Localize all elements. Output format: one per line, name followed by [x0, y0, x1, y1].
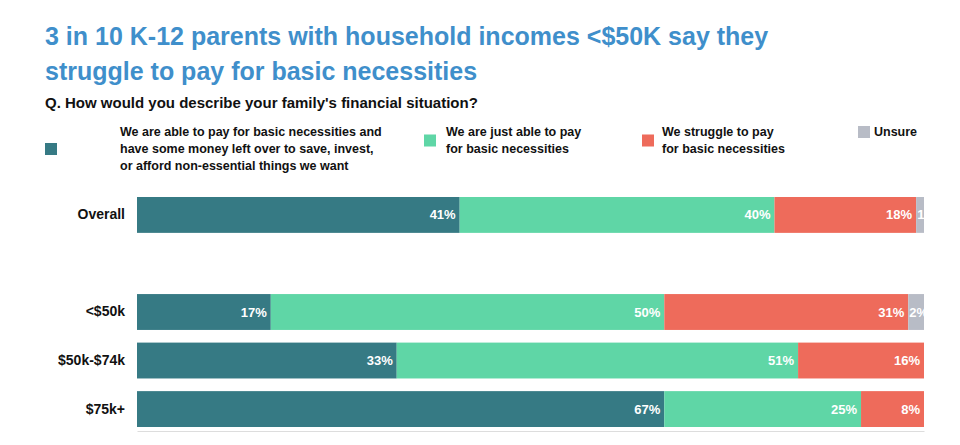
data-label: 25%	[831, 402, 857, 417]
data-label: 16%	[894, 353, 920, 368]
legend: We are able to pay for basic necessities…	[45, 125, 917, 173]
bar-segment	[137, 391, 664, 427]
bar-segment	[774, 197, 916, 233]
data-label: 50%	[634, 305, 660, 320]
y-tick-label: <$50k	[86, 303, 126, 319]
legend-label-line: We are just able to pay	[446, 125, 581, 139]
x-axis-line	[138, 431, 925, 432]
data-label: 17%	[241, 305, 267, 320]
title: 3 in 10 K-12 parents with household inco…	[45, 22, 768, 85]
data-label: 41%	[430, 207, 456, 222]
legend-swatch	[858, 126, 870, 138]
y-tick: Overall	[78, 206, 137, 222]
data-label: 1%	[917, 207, 936, 222]
bar-segment	[397, 343, 798, 379]
data-label: 31%	[878, 305, 904, 320]
legend-label: Unsure	[874, 125, 917, 139]
legend-swatch	[45, 143, 57, 155]
chart: 3 in 10 K-12 parents with household inco…	[0, 0, 960, 445]
legend-label-line: have some money left over to save, inves…	[120, 142, 374, 156]
data-label: 33%	[367, 353, 393, 368]
legend-label: We struggle to pay for basic necessities	[662, 125, 785, 156]
x-axis	[138, 431, 925, 433]
bar-segment	[460, 197, 775, 233]
data-label: 67%	[634, 402, 660, 417]
title-line: struggle to pay for basic necessities	[45, 57, 477, 85]
legend-label: We are just able to pay for basic necessi…	[446, 125, 581, 156]
y-tick-label: $75k+	[86, 401, 125, 417]
y-axis: Overall <$50k $50k-$74k $75k+	[58, 206, 137, 416]
bar-segment	[861, 391, 924, 427]
legend-label-line: or afford non-essential things we want	[120, 159, 349, 173]
legend-label: We are able to pay for basic necessities…	[120, 125, 382, 173]
data-label: 8%	[901, 402, 920, 417]
bar-segment	[137, 294, 271, 330]
bars	[137, 197, 924, 427]
title-line: 3 in 10 K-12 parents with household inco…	[45, 22, 768, 50]
y-tick-label: Overall	[78, 206, 125, 222]
bar-segment	[137, 343, 397, 379]
legend-swatch	[424, 135, 436, 147]
y-tick-label: $50k-$74k	[58, 352, 125, 368]
bar-segment	[664, 391, 861, 427]
bar-segment	[798, 343, 924, 379]
subtitle: Q. How would you describe your family's …	[45, 94, 478, 111]
bar-segment	[664, 294, 908, 330]
legend-label-line: for basic necessities	[662, 142, 785, 156]
y-tick: <$50k	[86, 303, 137, 319]
data-label: 2%	[909, 305, 928, 320]
legend-label-line: for basic necessities	[446, 142, 569, 156]
data-label: 40%	[744, 207, 770, 222]
legend-label-line: Unsure	[874, 125, 917, 139]
data-label: 18%	[886, 207, 912, 222]
data-label: 51%	[768, 353, 794, 368]
legend-label-line: We struggle to pay	[662, 125, 774, 139]
bar-segment	[271, 294, 665, 330]
y-tick: $75k+	[86, 401, 137, 417]
y-tick: $50k-$74k	[58, 352, 137, 368]
legend-swatch	[642, 135, 654, 147]
data-labels: 41% 40% 18% 1% 17% 50% 31% 2% 33% 51% 16% 67% 25% 8%	[241, 207, 937, 416]
legend-label-line: We are able to pay for basic necessities…	[120, 125, 382, 139]
bar-segment	[137, 197, 460, 233]
